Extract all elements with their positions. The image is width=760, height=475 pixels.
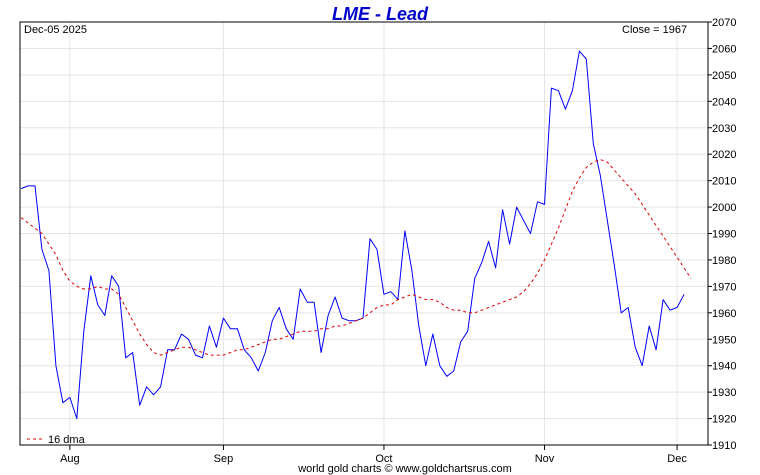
y-tick-label: 1970	[712, 281, 736, 293]
legend: 16 dma	[27, 434, 86, 446]
y-tick-label: 1980	[712, 255, 736, 267]
y-tick-label: 1990	[712, 229, 736, 241]
y-tick-label: 2060	[712, 43, 736, 55]
chart-title: LME - Lead	[332, 4, 429, 24]
x-tick-label: Aug	[60, 453, 80, 465]
x-axis: Aug Sep Oct Nov Dec	[60, 445, 687, 465]
date-label: Dec-05 2025	[24, 24, 87, 36]
y-axis: 1910 1920 1930 1940 1950 1960 1970 1980 1990 2000…	[708, 17, 736, 452]
x-tick-label: Sep	[214, 453, 234, 465]
y-tick-label: 2040	[712, 96, 736, 108]
dma-series-line	[20, 159, 692, 356]
series-group	[20, 50, 692, 420]
y-tick-label: 1940	[712, 361, 736, 373]
y-tick-label: 2020	[712, 149, 736, 161]
legend-dma-label: 16 dma	[48, 434, 86, 446]
y-tick-label: 1920	[712, 414, 736, 426]
x-tick-label: Oct	[375, 453, 392, 465]
y-tick-label: 2000	[712, 202, 736, 214]
y-tick-label: 2070	[712, 17, 736, 29]
grid	[20, 21, 708, 446]
x-tick-label: Nov	[535, 453, 555, 465]
footer-credit: world gold charts © www.goldchartsrus.co…	[297, 463, 512, 475]
y-tick-label: 1930	[712, 387, 736, 399]
y-tick-label: 2010	[712, 176, 736, 188]
x-tick-label: Dec	[667, 453, 687, 465]
y-tick-label: 2030	[712, 123, 736, 135]
y-tick-label: 2050	[712, 70, 736, 82]
y-tick-label: 1960	[712, 308, 736, 320]
price-series-line	[20, 50, 685, 420]
close-label: Close = 1967	[622, 24, 687, 36]
y-tick-label: 1910	[712, 440, 736, 452]
y-tick-label: 1950	[712, 334, 736, 346]
